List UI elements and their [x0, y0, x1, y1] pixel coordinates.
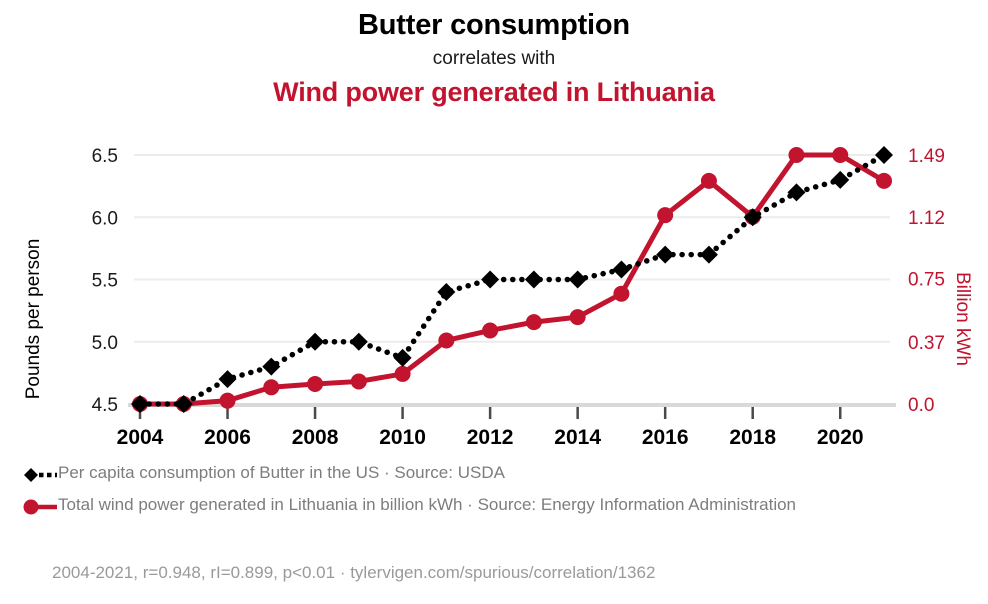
- y-axis-right-tick-label: 0.75: [908, 270, 945, 291]
- x-axis-tick-label: 2010: [379, 426, 426, 449]
- x-axis-tick-label: 2016: [642, 426, 689, 449]
- data-point-marker: [831, 170, 850, 189]
- y-axis-right-tick-label: 0.0: [908, 395, 934, 416]
- y-axis-right-tick-label: 1.12: [908, 208, 945, 229]
- chart-legend: Per capita consumption of Butter in the …: [14, 462, 964, 526]
- y-axis-left-tick-label: 4.5: [92, 395, 118, 416]
- x-axis-tick-label: 2004: [117, 426, 164, 449]
- legend-item-wind: Total wind power generated in Lithuania …: [14, 494, 964, 518]
- data-point-marker: [699, 245, 718, 264]
- data-point-marker: [393, 348, 412, 367]
- red-circle-solid-line-icon: [23, 499, 57, 515]
- data-point-marker: [307, 375, 324, 392]
- data-point-marker: [438, 332, 455, 349]
- data-point-marker: [832, 147, 849, 163]
- data-point-marker: [612, 260, 631, 279]
- black-diamond-dotted-line-icon: [24, 468, 57, 482]
- y-axis-right-tick-label: 1.49: [908, 146, 945, 167]
- x-axis-tick-label: 2012: [467, 426, 514, 449]
- y-axis-left-tick-label: 5.0: [92, 333, 118, 354]
- data-point-marker: [131, 395, 149, 413]
- data-point-marker: [349, 332, 368, 351]
- data-point-marker: [218, 370, 237, 389]
- data-point-marker: [743, 208, 762, 227]
- data-point-marker: [657, 207, 674, 224]
- chart-footer: 2004-2021, r=0.948, rI=0.899, p<0.01 · t…: [52, 563, 656, 582]
- data-point-marker: [219, 392, 236, 409]
- legend-label-butter: Per capita consumption of Butter in the …: [58, 463, 505, 482]
- y-axis-left-tick-label: 6.0: [92, 208, 118, 229]
- legend-label-wind: Total wind power generated in Lithuania …: [58, 495, 797, 514]
- y-axis-left-tick-label: 5.5: [92, 271, 118, 292]
- data-point-marker: [350, 373, 367, 390]
- data-point-marker: [482, 322, 499, 339]
- data-point-marker: [788, 147, 805, 163]
- page-subtitle: Wind power generated in Lithuania: [273, 77, 715, 107]
- data-point-marker: [306, 332, 325, 351]
- data-point-marker: [262, 357, 281, 376]
- y-axis-left-tick-label: 6.5: [92, 146, 118, 167]
- data-point-marker: [525, 314, 542, 331]
- data-point-marker: [263, 379, 280, 396]
- title-connector: correlates with: [432, 48, 556, 69]
- data-point-marker: [876, 172, 892, 189]
- data-point-marker: [524, 270, 543, 289]
- data-point-marker: [787, 183, 806, 202]
- line-chart: 4.5 5.0 5.5 6.0 6.5 0.0 0.37 0.75 1.12 1.49 2004 20…: [92, 146, 945, 449]
- x-axis-tick-label: 2014: [554, 426, 601, 449]
- y-axis-right-tick-label: 0.37: [908, 333, 945, 354]
- data-point-marker: [568, 270, 587, 289]
- plot-area: Pounds per person Billion kWh 4.5 5.0 5.5 6…: [0, 130, 988, 455]
- data-point-marker: [394, 365, 411, 382]
- legend-item-butter: Per capita consumption of Butter in the …: [14, 462, 964, 486]
- data-point-marker: [569, 309, 586, 326]
- x-axis-tick-label: 2018: [729, 426, 776, 449]
- data-point-marker: [875, 146, 893, 164]
- x-axis-tick-label: 2008: [292, 426, 339, 449]
- data-point-marker: [613, 285, 630, 302]
- series-line: [137, 152, 887, 407]
- data-point-marker: [656, 245, 675, 264]
- data-point-marker: [700, 172, 717, 189]
- data-point-marker: [481, 270, 500, 289]
- x-axis-tick-label: 2020: [817, 426, 864, 449]
- title-block: Butter consumption correlates with Wind …: [0, 0, 988, 109]
- data-point-marker: [174, 395, 193, 413]
- data-point-marker: [437, 282, 456, 301]
- page-title: Butter consumption: [358, 9, 630, 41]
- x-axis-tick-label: 2006: [204, 426, 251, 449]
